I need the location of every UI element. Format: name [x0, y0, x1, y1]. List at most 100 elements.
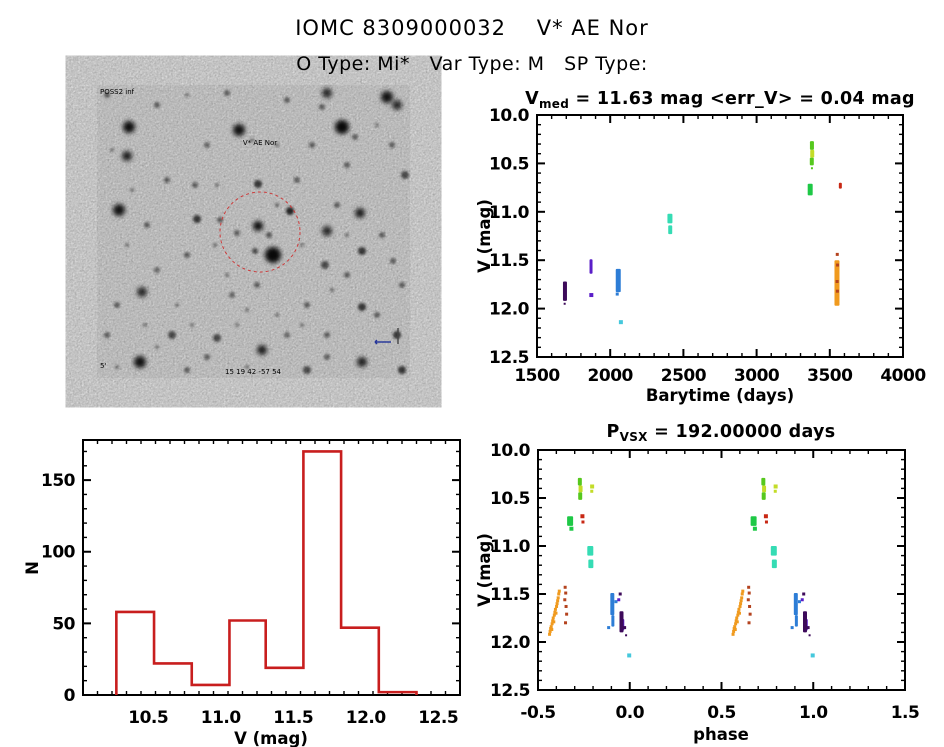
data-cluster-4 — [667, 213, 673, 235]
star — [284, 97, 290, 103]
data-mark — [555, 604, 559, 608]
data-mark — [617, 598, 621, 602]
data-mark — [627, 653, 632, 658]
star — [137, 287, 147, 297]
data-mark — [667, 213, 673, 224]
data-mark — [577, 477, 582, 486]
data-cluster-0 — [577, 477, 766, 500]
y-tick-label: 11.0 — [489, 203, 530, 223]
star — [253, 221, 263, 231]
data-mark — [555, 602, 559, 606]
star — [324, 354, 330, 360]
data-mark — [808, 634, 811, 637]
target-circle — [219, 191, 301, 273]
star — [115, 365, 119, 369]
x-axis-label: V (mag) — [234, 729, 308, 747]
star — [254, 180, 262, 188]
data-mark — [809, 141, 814, 150]
data-cluster-2 — [567, 516, 757, 531]
data-mark — [747, 591, 751, 595]
data-mark — [810, 167, 813, 170]
star — [104, 332, 110, 338]
star — [334, 202, 340, 208]
star — [233, 124, 245, 136]
star — [192, 182, 198, 188]
star — [352, 134, 358, 140]
data-mark — [763, 514, 768, 519]
star — [309, 142, 315, 148]
x-tick-label: 2500 — [661, 366, 707, 386]
data-mark — [771, 559, 777, 569]
star — [125, 243, 129, 247]
star — [375, 123, 379, 127]
x-tick-label: 1500 — [514, 366, 560, 386]
data-mark — [741, 589, 745, 593]
star — [215, 183, 219, 187]
star — [330, 288, 334, 292]
star — [304, 302, 310, 308]
data-mark — [562, 281, 567, 301]
finding-chart-image: POSS2 inf V* AE Nor 15 19 42 -57 54 5' — [97, 85, 410, 378]
x-tick-label: 0.5 — [707, 703, 736, 723]
data-mark — [548, 632, 552, 636]
x-tick-label: 12.5 — [418, 708, 458, 728]
data-mark — [557, 589, 561, 593]
data-mark — [623, 626, 627, 630]
y-tick-label: 0 — [64, 686, 76, 706]
page-title: IOMC 8309000032 V* AE Nor — [295, 16, 649, 40]
data-mark — [773, 484, 778, 489]
data-mark — [569, 526, 574, 531]
star — [345, 233, 349, 237]
star — [294, 177, 300, 183]
star — [164, 177, 170, 183]
y-tick-label: 50 — [52, 614, 75, 634]
data-mark — [618, 320, 623, 325]
data-mark — [607, 626, 611, 630]
data-mark — [733, 628, 737, 632]
y-tick-label: 12.5 — [489, 348, 529, 368]
star — [113, 204, 125, 216]
data-mark — [802, 592, 806, 596]
data-cluster-7 — [807, 183, 813, 196]
y-tick-label: 100 — [41, 543, 76, 563]
data-mark — [589, 293, 594, 298]
star — [114, 302, 120, 308]
y-tick-label: 150 — [41, 471, 76, 491]
data-mark — [550, 622, 554, 626]
star — [300, 323, 304, 327]
y-tick-label: 10.0 — [489, 106, 530, 126]
data-mark — [610, 593, 615, 616]
data-mark — [836, 263, 840, 267]
data-mark — [770, 546, 777, 556]
star — [401, 171, 409, 179]
compass-marks — [374, 328, 399, 345]
data-cluster-9 — [618, 592, 811, 637]
plot-title: PVSX = 192.00000 days — [607, 422, 836, 444]
data-cluster-2 — [615, 268, 621, 296]
star — [381, 91, 393, 103]
x-tick-label: 4000 — [880, 366, 926, 386]
star — [234, 230, 240, 236]
data-mark — [590, 489, 594, 493]
star — [143, 323, 147, 327]
star — [275, 313, 279, 317]
data-mark — [556, 599, 560, 603]
star — [155, 345, 159, 349]
star — [358, 303, 366, 311]
coordinates-caption: 15 19 42 -57 54 — [225, 368, 282, 376]
x-tick-label: 3500 — [807, 366, 853, 386]
data-mark — [736, 613, 740, 617]
data-mark — [762, 485, 767, 493]
y-tick-label: 11.5 — [489, 251, 529, 271]
y-axis-label: V (mag) — [475, 199, 494, 273]
data-mark — [793, 593, 798, 616]
data-mark — [588, 559, 594, 569]
sky-noise — [97, 85, 410, 378]
star — [123, 121, 135, 133]
page-subtitle: O Type: Mi* Var Type: M SP Type: — [296, 53, 648, 75]
data-mark — [739, 602, 743, 606]
lightcurve-barytime-chart: 1500 2000 2500 3000 3500 4000 10.0 10.5 11.0 11.5… — [475, 89, 927, 405]
data-mark — [739, 599, 743, 603]
data-mark — [802, 611, 807, 633]
star — [322, 88, 332, 98]
